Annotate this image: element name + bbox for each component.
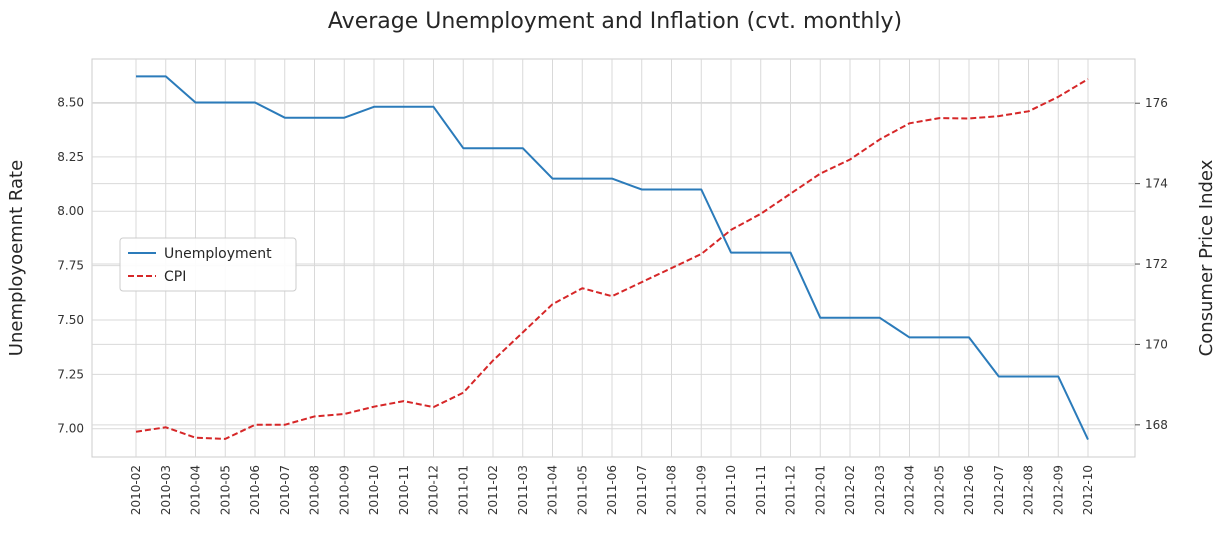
x-tick-label: 2010-12 [427, 465, 441, 515]
chart-title: Average Unemployment and Inflation (cvt.… [328, 9, 902, 34]
x-tick-label: 2012-10 [1081, 465, 1095, 515]
left-y-tick-label: 7.00 [57, 422, 84, 436]
x-tick-label: 2010-03 [159, 465, 173, 515]
x-tick-label: 2010-10 [367, 465, 381, 515]
left-y-gridlines [92, 101, 1135, 430]
x-tick-label: 2011-12 [784, 465, 798, 515]
right-y-tick-label: 168 [1145, 418, 1168, 432]
x-tick-label: 2010-08 [308, 465, 322, 515]
legend-box [119, 237, 297, 292]
x-tick-label: 2010-11 [397, 465, 411, 515]
right-y-tick-labels: 168 170 172 174 176 [1145, 96, 1168, 432]
legend-label-cpi: CPI [164, 269, 186, 285]
series-line-unemployment [136, 75, 1089, 441]
x-tick-label: 2011-08 [665, 465, 679, 515]
left-y-tick-label: 8.25 [57, 150, 84, 164]
x-tick-label: 2011-03 [516, 465, 530, 515]
x-tick-label: 2012-05 [932, 465, 946, 515]
x-tick-label: 2012-04 [903, 465, 917, 515]
right-y-tick-label: 172 [1145, 257, 1168, 271]
x-tick-label: 2011-04 [546, 465, 560, 515]
x-tick-labels: 2010-02 2010-03 2010-04 2010-05 2010-06 2010-… [129, 465, 1095, 515]
x-tick-label: 2011-01 [456, 465, 470, 515]
series-lines [135, 75, 1089, 441]
left-y-tick-label: 7.25 [57, 367, 84, 381]
x-tick-label: 2012-06 [962, 465, 976, 515]
x-tick-label: 2011-02 [486, 465, 500, 515]
x-tick-label: 2010-09 [337, 465, 351, 515]
right-y-tick-label: 170 [1145, 337, 1168, 351]
legend: Unemployment CPI [119, 237, 297, 292]
x-tick-label: 2011-05 [575, 465, 589, 515]
right-y-axis-title: Consumer Price Index [1196, 159, 1217, 356]
left-y-tick-labels: 7.00 7.25 7.50 7.75 8.00 8.25 8.50 [57, 95, 84, 435]
legend-label-unemployment: Unemployment [164, 246, 272, 262]
left-y-tick-label: 8.00 [57, 204, 84, 218]
right-y-tick-label: 174 [1145, 177, 1168, 191]
x-tick-label: 2010-04 [189, 465, 203, 515]
x-tick-label: 2011-06 [605, 465, 619, 515]
x-tick-label: 2012-07 [992, 465, 1006, 515]
x-gridlines [135, 59, 1089, 457]
series-line-cpi [135, 78, 1089, 440]
left-y-tick-label: 7.75 [57, 259, 84, 273]
x-tick-label: 2011-11 [754, 465, 768, 515]
x-tick-label: 2010-02 [129, 465, 143, 515]
x-tick-label: 2012-09 [1051, 465, 1065, 515]
x-tick-label: 2010-06 [248, 465, 262, 515]
x-tick-label: 2011-09 [694, 465, 708, 515]
x-tick-label: 2012-03 [873, 465, 887, 515]
x-tick-label: 2010-07 [278, 465, 292, 515]
x-tick-label: 2012-02 [843, 465, 857, 515]
x-tick-label: 2010-05 [218, 465, 232, 515]
left-y-axis-title: Unemployoemnt Rate [6, 160, 27, 356]
right-y-tick-label: 176 [1145, 96, 1168, 110]
x-tick-label: 2012-01 [813, 465, 827, 515]
x-tick-label: 2011-10 [724, 465, 738, 515]
x-tick-label: 2012-08 [1022, 465, 1036, 515]
x-tick-label: 2011-07 [635, 465, 649, 515]
left-y-tick-label: 8.50 [57, 95, 84, 109]
left-y-tick-label: 7.50 [57, 313, 84, 327]
